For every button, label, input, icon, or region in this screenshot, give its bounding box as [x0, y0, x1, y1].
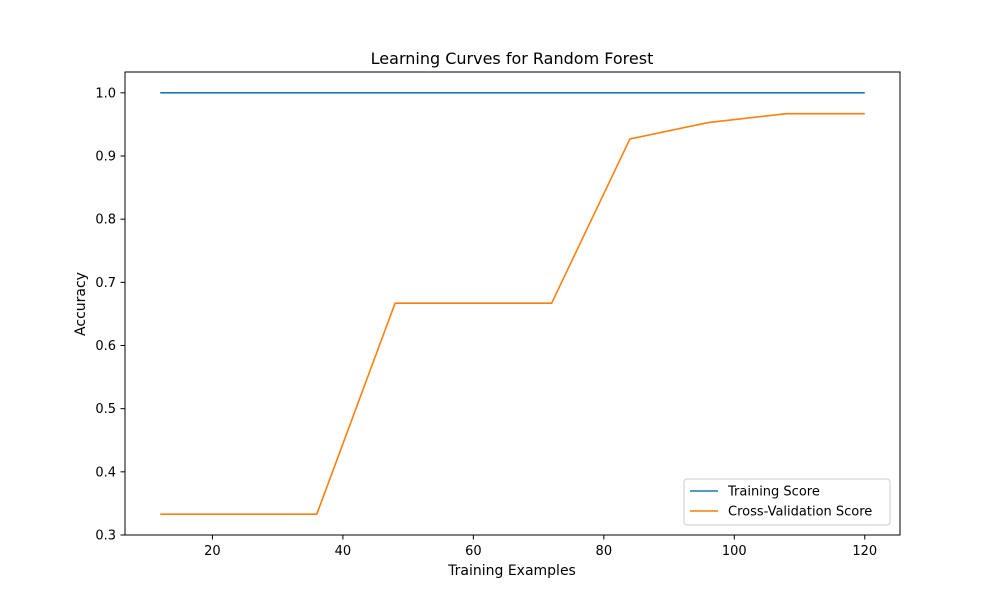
chart-title: Learning Curves for Random Forest	[371, 49, 654, 68]
axes-frame	[124, 71, 901, 536]
y-tick-label-6: 0.8	[95, 213, 116, 228]
y-tick-label-4: 0.6	[95, 339, 116, 354]
y-tick-label-1: 0.3	[95, 529, 116, 544]
legend: Training Score Cross-Validation Score	[683, 478, 891, 526]
legend-label-1: Training Score	[727, 485, 820, 500]
y-tick-label-5: 0.7	[95, 276, 116, 291]
x-tick-label-4: 80	[596, 544, 613, 559]
series-line-2	[160, 112, 865, 515]
x-axis-label: Training Examples	[447, 563, 576, 579]
y-tick-label-8: 1.0	[95, 86, 116, 101]
legend-label-2: Cross-Validation Score	[728, 505, 872, 520]
legend-box	[683, 478, 891, 526]
x-tick-label-6: 120	[852, 544, 877, 559]
y-tick-label-3: 0.5	[95, 402, 116, 417]
y-tick-label-2: 0.4	[95, 465, 116, 480]
plot-area: 20 40 60 80 100 120 0.3 0.4 0.5 0.6 0.7 0.8 0.9 1.0	[95, 71, 901, 559]
x-tick-label-3: 60	[465, 544, 482, 559]
x-tick-label-1: 20	[204, 544, 221, 559]
x-tick-label-2: 40	[335, 544, 352, 559]
y-axis-label: Accuracy	[73, 272, 89, 336]
x-tick-label-5: 100	[722, 544, 747, 559]
y-tick-label-7: 0.9	[95, 150, 116, 165]
